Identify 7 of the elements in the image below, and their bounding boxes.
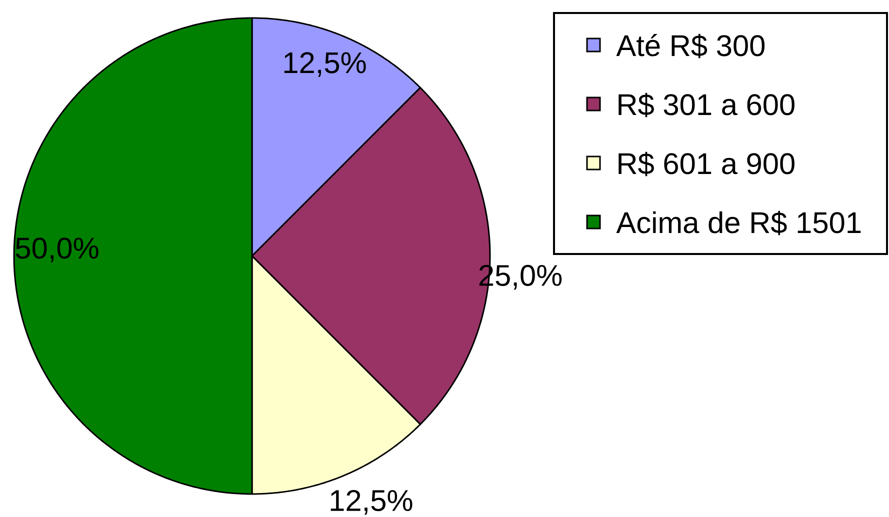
legend-label: Até R$ 300 [616,34,765,58]
legend-label: R$ 601 a 900 [618,152,794,176]
legend-label: Acima de R$ 1501 [616,210,861,236]
data-label: 50,0% [16,238,98,262]
data-label: 12,5% [330,490,412,515]
data-label: 12,5% [284,52,366,77]
legend-label: R$ 301 a 600 [618,92,794,118]
